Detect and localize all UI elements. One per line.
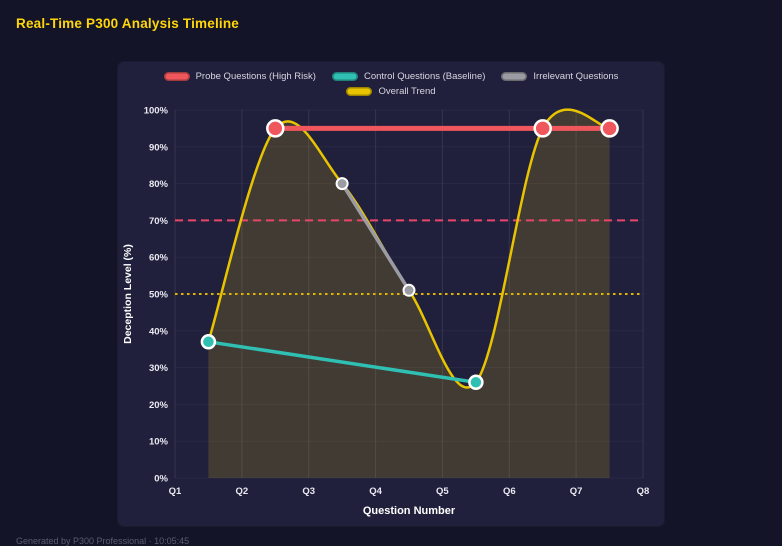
data-point-marker: [335, 177, 349, 191]
y-tick-label: 100%: [144, 106, 169, 117]
y-tick-label: 30%: [149, 363, 169, 374]
y-axis-label: Deception Level (%): [122, 244, 134, 344]
x-tick-label: Q3: [302, 486, 315, 497]
x-axis-label: Question Number: [363, 505, 456, 517]
data-point-marker: [468, 374, 484, 391]
x-tick-label: Q4: [369, 486, 382, 497]
data-point-marker: [402, 283, 416, 297]
data-point-marker: [600, 119, 619, 138]
legend-row: Overall Trend: [346, 86, 436, 97]
legend-label: Control Questions (Baseline): [363, 71, 486, 82]
legend-swatch-icon: [163, 72, 190, 81]
legend-row: Probe Questions (High Risk) Control Quest…: [163, 71, 618, 82]
legend-swatch-icon: [331, 72, 358, 81]
timeline-chart: 0% 10% 20% 30% 40% 50% 60% 70% 80% 90% 100% Q1 Q2 Q3 Q…: [122, 106, 650, 518]
legend-swatch-icon: [501, 72, 528, 81]
y-tick-label: 60%: [149, 253, 169, 264]
legend-item: Probe Questions (High Risk): [163, 71, 316, 82]
x-tick-label: Q1: [169, 486, 182, 497]
x-tick-label: Q5: [436, 486, 449, 497]
x-tick-label: Q8: [637, 486, 650, 497]
y-tick-label: 90%: [149, 142, 169, 153]
y-tick-label: 50%: [149, 290, 169, 301]
chart-panel: Probe Questions (High Risk) Control Quest…: [118, 62, 664, 526]
y-tick-label: 0%: [154, 474, 168, 485]
page-title: Real-Time P300 Analysis Timeline: [16, 16, 240, 31]
y-tick-label: 80%: [149, 179, 169, 190]
y-tick-label: 20%: [149, 400, 169, 411]
y-tick-label: 70%: [149, 216, 169, 227]
footer-note: Generated by P300 Professional · 10:05:4…: [16, 536, 190, 546]
series-line: [206, 340, 478, 385]
data-point-marker: [533, 119, 552, 138]
y-tick-label: 40%: [149, 326, 169, 337]
x-tick-label: Q7: [570, 486, 583, 497]
legend-item: Overall Trend: [346, 86, 436, 97]
legend-label: Irrelevant Questions: [533, 71, 619, 82]
legend-label: Probe Questions (High Risk): [195, 71, 316, 82]
x-tick-label: Q6: [503, 486, 516, 497]
legend-item: Control Questions (Baseline): [331, 71, 486, 82]
data-point-marker: [266, 119, 285, 138]
y-tick-label: 10%: [149, 437, 169, 448]
series-line: [340, 181, 411, 293]
legend-swatch-icon: [346, 87, 373, 96]
x-tick-label: Q2: [236, 486, 249, 497]
legend-item: Irrelevant Questions: [501, 71, 618, 82]
chart-legend: Probe Questions (High Risk) Control Quest…: [118, 71, 664, 97]
data-point-marker: [200, 334, 217, 350]
legend-label: Overall Trend: [378, 86, 436, 97]
